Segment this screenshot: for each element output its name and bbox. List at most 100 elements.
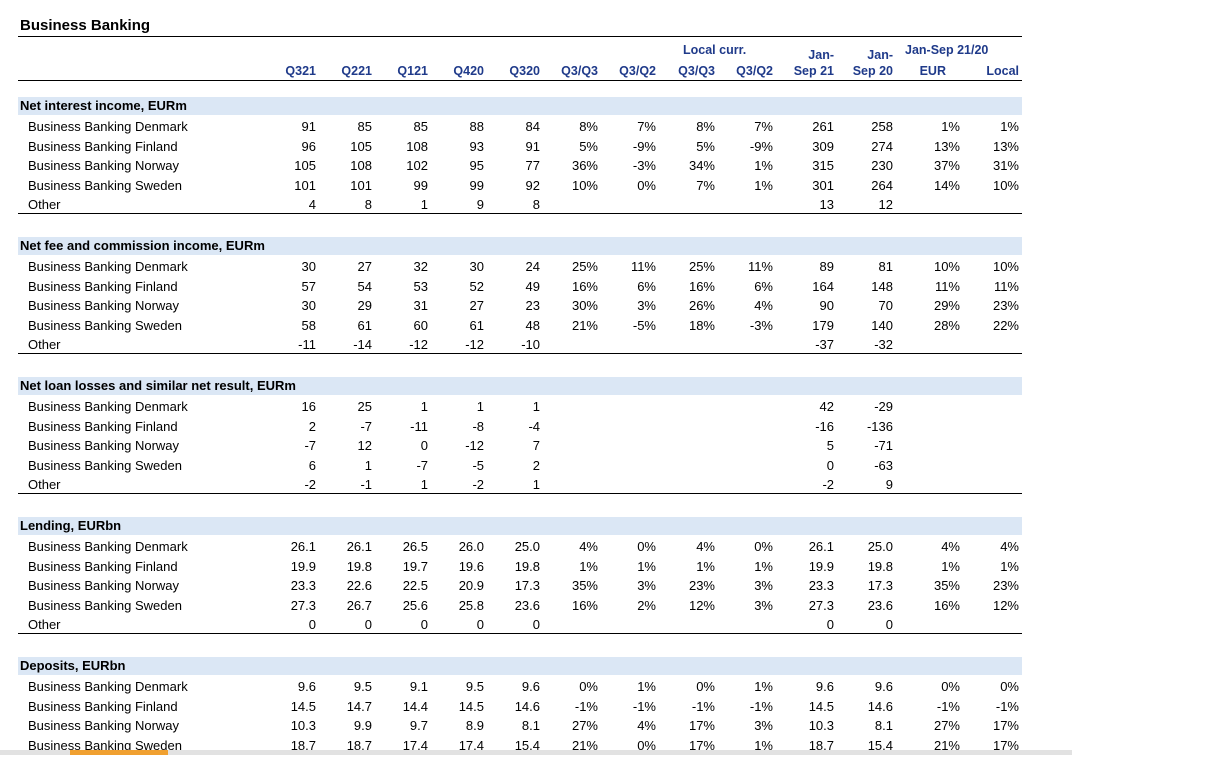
cell: 1% (754, 177, 773, 193)
cell: 1% (754, 737, 773, 750)
cell: 27% (571, 718, 598, 734)
cell: 0 (826, 457, 834, 473)
cell: 19.8 (346, 558, 372, 574)
cell: 10.3 (290, 718, 316, 734)
cell: -9% (749, 138, 773, 154)
cell: 23.6 (514, 597, 540, 613)
cell: 9.5 (465, 679, 484, 694)
cell: 27 (357, 259, 372, 274)
cell: 95 (469, 158, 484, 174)
row-label: Business Banking Sweden (28, 177, 182, 193)
cell: -12 (465, 337, 484, 353)
section-band (18, 377, 1022, 395)
cell: 13% (933, 138, 960, 154)
section-title: Net fee and commission income, EURm (20, 238, 265, 253)
cell: 25% (688, 259, 715, 274)
cell: 4% (941, 539, 960, 554)
column-header: Local (986, 64, 1019, 78)
cell: 4 (308, 197, 316, 213)
cell: 264 (871, 177, 893, 193)
cell: 27 (469, 298, 484, 314)
cell: -1% (574, 698, 598, 714)
cell: 4% (579, 539, 598, 554)
cell: 15.4 (514, 737, 540, 750)
cell: 23 (525, 298, 540, 314)
cell: 140 (871, 317, 893, 333)
cell: -37 (815, 337, 834, 353)
cell: -14 (353, 337, 372, 353)
cell: 7% (754, 119, 773, 134)
cell: 37% (933, 158, 960, 174)
cell: -2 (472, 477, 484, 493)
cell: 1% (637, 679, 656, 694)
cell: 10% (992, 177, 1019, 193)
cell: 81 (878, 259, 893, 274)
cell: 91 (525, 138, 540, 154)
cell: 9.6 (297, 679, 316, 694)
cell: 17.4 (458, 737, 484, 750)
cell: 28% (933, 317, 960, 333)
row-label: Business Banking Finland (28, 418, 178, 434)
cell: -3% (749, 317, 773, 333)
cell: 19.8 (514, 558, 540, 574)
cell: 261 (812, 119, 834, 134)
cell: 23% (688, 578, 715, 594)
cell: 7 (532, 438, 540, 454)
cell: 315 (812, 158, 834, 174)
scroll-thumb[interactable] (70, 750, 168, 755)
column-header: Sep 20 (852, 64, 893, 78)
cell: 0% (1000, 679, 1019, 694)
cell: 30 (301, 298, 316, 314)
cell: 89 (819, 259, 834, 274)
cell: 26.1 (346, 539, 372, 554)
cell: 26.7 (346, 597, 372, 613)
cell: 5% (696, 138, 715, 154)
cell: 27.3 (290, 597, 316, 613)
column-header: Q221 (341, 64, 372, 78)
cell: 16% (933, 597, 960, 613)
cell: -1% (936, 698, 960, 714)
cell: -4 (528, 418, 540, 434)
cell: 14.6 (514, 698, 540, 714)
cell: 77 (525, 158, 540, 174)
column-header: Q3/Q3 (678, 64, 715, 78)
cell: 2% (637, 597, 656, 613)
cell: 48 (525, 317, 540, 333)
row-label: Business Banking Denmark (28, 539, 188, 554)
section-title: Lending, EURbn (20, 518, 122, 533)
cell: 230 (871, 158, 893, 174)
cell: 10% (933, 259, 960, 274)
scrollbar[interactable] (0, 750, 1072, 755)
cell: 58 (301, 317, 316, 333)
section-title: Deposits, EURbn (20, 658, 126, 673)
cell: 2 (532, 457, 540, 473)
cell: -12 (465, 438, 484, 454)
cell: 14.5 (290, 698, 316, 714)
cell: -16 (815, 418, 834, 434)
cell: 17.4 (402, 737, 428, 750)
cell: 10% (992, 259, 1019, 274)
cell: 18.7 (346, 737, 372, 750)
cell: 8% (579, 119, 598, 134)
cell: 17% (992, 737, 1019, 750)
cell: 23% (992, 578, 1019, 594)
cell: 19.7 (402, 558, 428, 574)
cell: 11% (993, 278, 1019, 294)
cell: 8 (532, 197, 540, 213)
cell: 1% (754, 679, 773, 694)
row-label: Business Banking Finland (28, 278, 178, 294)
cell: 30 (301, 259, 316, 274)
row-label: Business Banking Norway (28, 718, 180, 734)
cell: 18.7 (290, 737, 316, 750)
cell: 85 (413, 119, 428, 134)
cell: 0% (696, 679, 715, 694)
cell: 148 (871, 278, 893, 294)
cell: 12% (992, 597, 1019, 613)
cell: 3% (637, 578, 656, 594)
cell: 0 (826, 617, 834, 633)
cell: 92 (525, 177, 540, 193)
cell: 99 (413, 177, 428, 193)
cell: 0 (308, 617, 316, 633)
cell: 52 (469, 278, 484, 294)
